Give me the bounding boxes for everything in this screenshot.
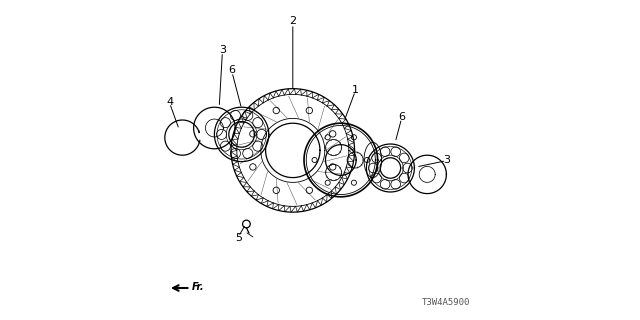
Text: 6: 6: [228, 65, 236, 76]
Text: 4: 4: [166, 97, 173, 108]
Text: T3W4A5900: T3W4A5900: [422, 298, 470, 307]
Text: 6: 6: [398, 112, 405, 122]
Text: 3: 3: [443, 155, 450, 165]
Text: Fr.: Fr.: [192, 282, 205, 292]
Text: 1: 1: [352, 84, 358, 95]
Text: 5: 5: [235, 233, 242, 244]
Text: 3: 3: [219, 44, 226, 55]
Text: 2: 2: [289, 16, 296, 26]
